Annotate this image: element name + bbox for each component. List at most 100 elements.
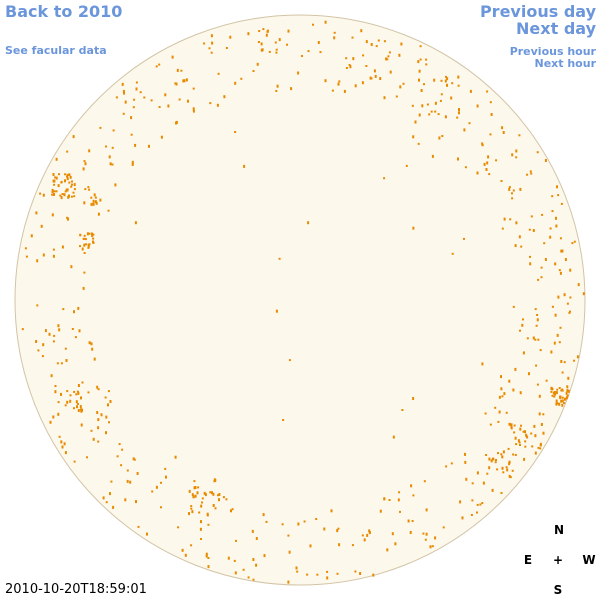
facula [567, 389, 570, 393]
facula [183, 79, 186, 83]
facula [54, 176, 57, 179]
facula [190, 544, 193, 547]
facula [476, 511, 478, 514]
facula [59, 194, 62, 197]
previous-day-link[interactable]: Previous day [479, 2, 596, 21]
facula [324, 20, 327, 24]
facula [64, 404, 67, 407]
facula [383, 96, 386, 100]
facula [530, 215, 533, 218]
facula [573, 240, 576, 243]
facula [379, 77, 382, 80]
facula [307, 221, 310, 225]
facula [563, 402, 566, 405]
facula [523, 457, 526, 461]
facula [556, 185, 558, 189]
facula [51, 213, 54, 217]
facula [275, 90, 278, 92]
facula [387, 55, 390, 58]
facula [490, 113, 493, 116]
facula [316, 573, 319, 576]
facula [109, 162, 112, 166]
facula [561, 388, 564, 391]
facula [337, 527, 340, 530]
facula [278, 38, 281, 42]
facula [61, 445, 64, 449]
facula [450, 462, 453, 465]
facula [208, 47, 211, 50]
facula [165, 475, 167, 479]
next-day-link[interactable]: Next day [516, 19, 596, 38]
facula [375, 45, 378, 48]
facula [559, 237, 562, 240]
facula [148, 144, 150, 148]
facula [412, 135, 415, 139]
facula [297, 522, 300, 526]
facula [561, 399, 564, 403]
facula [446, 77, 449, 81]
facula [73, 310, 75, 314]
facula [464, 166, 467, 169]
facula [126, 469, 129, 472]
facula [519, 427, 522, 431]
facula [139, 91, 142, 94]
back-link[interactable]: Back to 2010 [5, 2, 123, 21]
facula [206, 512, 209, 516]
facula [287, 580, 290, 584]
facula [483, 162, 486, 166]
facula [463, 237, 465, 240]
facula [97, 418, 100, 422]
facula [234, 131, 237, 133]
facula [51, 188, 54, 192]
facula [487, 155, 490, 159]
facula [444, 79, 447, 83]
facula [514, 436, 517, 440]
facula [476, 104, 479, 108]
facula [265, 520, 268, 523]
facula [509, 218, 512, 221]
facula [561, 396, 564, 399]
facula [501, 395, 504, 398]
facula [200, 504, 203, 508]
facula [418, 78, 420, 82]
facula [536, 314, 539, 316]
facula [83, 252, 86, 254]
facula [87, 186, 90, 189]
facula [80, 396, 82, 400]
next-hour-link[interactable]: Next hour [534, 57, 597, 70]
facula [470, 514, 473, 516]
facula [324, 79, 327, 83]
previous-hour-link[interactable]: Previous hour [509, 45, 596, 58]
facula [175, 82, 178, 86]
facula [44, 329, 47, 333]
facula [133, 98, 136, 101]
facula [247, 576, 250, 579]
facula [459, 500, 462, 504]
facula [92, 233, 95, 236]
facula [331, 89, 334, 92]
facula [64, 347, 67, 350]
facula [423, 480, 426, 483]
facula [93, 193, 96, 197]
facula [175, 120, 178, 124]
facula [130, 133, 133, 136]
facula [108, 421, 110, 424]
facula [536, 383, 539, 386]
facula [398, 491, 401, 494]
facula [164, 93, 167, 97]
facula [131, 163, 134, 166]
facula [73, 390, 76, 393]
facula [333, 36, 336, 40]
facula [512, 388, 515, 392]
facula [91, 232, 93, 236]
compass-north: N [553, 523, 565, 537]
facula [545, 379, 548, 382]
facula [422, 532, 425, 535]
facula [445, 465, 448, 468]
facula [91, 347, 94, 351]
facular-link[interactable]: See facular data [5, 44, 107, 57]
facula [512, 453, 515, 456]
facula [88, 149, 91, 153]
facula [417, 60, 420, 64]
facula [87, 244, 90, 248]
